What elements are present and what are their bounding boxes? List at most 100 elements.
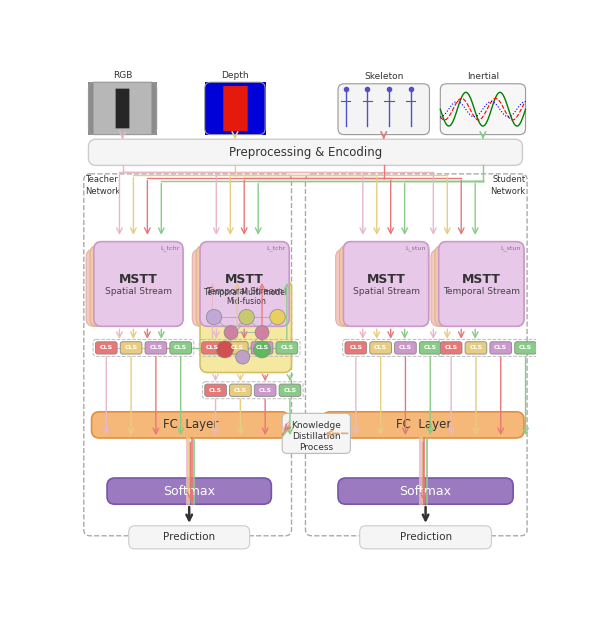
FancyBboxPatch shape xyxy=(251,342,273,354)
Text: CLS: CLS xyxy=(206,346,219,351)
Text: Mid-fusion: Mid-fusion xyxy=(226,297,266,306)
FancyBboxPatch shape xyxy=(395,342,416,354)
Text: Softmax: Softmax xyxy=(399,484,452,498)
FancyBboxPatch shape xyxy=(94,242,183,327)
FancyBboxPatch shape xyxy=(282,413,350,453)
FancyBboxPatch shape xyxy=(435,245,524,327)
Text: MSTT: MSTT xyxy=(225,273,264,286)
Text: Prediction: Prediction xyxy=(163,533,215,542)
FancyBboxPatch shape xyxy=(515,342,536,354)
FancyBboxPatch shape xyxy=(490,342,511,354)
Text: CLS: CLS xyxy=(494,346,507,351)
FancyBboxPatch shape xyxy=(90,245,183,327)
FancyBboxPatch shape xyxy=(340,245,429,327)
Text: CLS: CLS xyxy=(234,388,247,392)
FancyBboxPatch shape xyxy=(322,412,524,438)
Text: Knowledge: Knowledge xyxy=(291,421,342,430)
Text: CLS: CLS xyxy=(283,388,297,392)
Circle shape xyxy=(206,309,222,325)
FancyBboxPatch shape xyxy=(196,245,289,327)
Text: CLS: CLS xyxy=(125,346,138,351)
FancyBboxPatch shape xyxy=(200,242,289,327)
FancyBboxPatch shape xyxy=(201,342,224,354)
FancyBboxPatch shape xyxy=(86,249,183,327)
Text: CLS: CLS xyxy=(100,346,113,351)
FancyBboxPatch shape xyxy=(193,249,289,327)
Text: Teacher
Network: Teacher Network xyxy=(85,176,120,195)
Text: CLS: CLS xyxy=(280,346,293,351)
Circle shape xyxy=(270,309,285,325)
FancyBboxPatch shape xyxy=(440,342,462,354)
Text: Skeleton: Skeleton xyxy=(364,72,403,82)
FancyBboxPatch shape xyxy=(343,242,429,327)
Text: CLS: CLS xyxy=(519,346,532,351)
Circle shape xyxy=(224,326,238,339)
FancyBboxPatch shape xyxy=(279,384,301,396)
FancyBboxPatch shape xyxy=(431,249,524,327)
Text: MSTT: MSTT xyxy=(119,273,158,286)
FancyBboxPatch shape xyxy=(338,478,513,504)
FancyBboxPatch shape xyxy=(254,384,276,396)
Circle shape xyxy=(255,326,269,339)
FancyBboxPatch shape xyxy=(345,342,367,354)
Circle shape xyxy=(239,309,254,325)
Text: L_stun: L_stun xyxy=(501,245,521,251)
Text: CLS: CLS xyxy=(374,346,387,351)
Text: CLS: CLS xyxy=(209,388,222,392)
FancyBboxPatch shape xyxy=(107,478,271,504)
FancyBboxPatch shape xyxy=(420,342,441,354)
FancyBboxPatch shape xyxy=(360,526,492,549)
Text: Depth: Depth xyxy=(221,71,249,80)
Text: Temporal Multi-model: Temporal Multi-model xyxy=(204,288,287,297)
FancyBboxPatch shape xyxy=(276,342,297,354)
FancyBboxPatch shape xyxy=(129,526,250,549)
Text: L_stun: L_stun xyxy=(405,245,426,251)
Text: Spatial Stream: Spatial Stream xyxy=(105,287,172,296)
Text: CLS: CLS xyxy=(445,346,458,351)
Text: FC  Layer: FC Layer xyxy=(163,418,218,431)
Text: Inertial: Inertial xyxy=(467,72,499,82)
FancyBboxPatch shape xyxy=(200,242,289,327)
FancyBboxPatch shape xyxy=(204,384,226,396)
Text: CLS: CLS xyxy=(470,346,483,351)
FancyBboxPatch shape xyxy=(92,412,289,438)
FancyBboxPatch shape xyxy=(336,249,429,327)
Text: Preprocessing & Encoding: Preprocessing & Encoding xyxy=(229,146,382,158)
Circle shape xyxy=(216,341,234,358)
Text: CLS: CLS xyxy=(174,346,187,351)
Text: CLS: CLS xyxy=(349,346,362,351)
FancyBboxPatch shape xyxy=(439,242,524,327)
FancyBboxPatch shape xyxy=(439,242,524,327)
Text: MSTT: MSTT xyxy=(367,273,405,286)
Text: CLS: CLS xyxy=(399,346,412,351)
FancyBboxPatch shape xyxy=(95,342,117,354)
FancyBboxPatch shape xyxy=(200,280,291,373)
Text: CLS: CLS xyxy=(231,346,244,351)
FancyBboxPatch shape xyxy=(94,242,183,327)
FancyBboxPatch shape xyxy=(465,342,487,354)
FancyBboxPatch shape xyxy=(229,384,251,396)
Text: Softmax: Softmax xyxy=(163,484,215,498)
Text: CLS: CLS xyxy=(150,346,163,351)
Circle shape xyxy=(253,341,271,358)
FancyBboxPatch shape xyxy=(370,342,392,354)
FancyBboxPatch shape xyxy=(88,139,523,165)
Text: CLS: CLS xyxy=(424,346,437,351)
FancyBboxPatch shape xyxy=(170,342,191,354)
Text: FC  Layer: FC Layer xyxy=(396,418,451,431)
FancyBboxPatch shape xyxy=(226,342,248,354)
Text: MSTT: MSTT xyxy=(462,273,501,286)
FancyBboxPatch shape xyxy=(120,342,142,354)
Text: Student
Network: Student Network xyxy=(491,176,526,195)
Text: Distillation: Distillation xyxy=(292,432,340,441)
Text: L_tchr: L_tchr xyxy=(161,245,180,251)
Text: L_tchr: L_tchr xyxy=(267,245,286,251)
Circle shape xyxy=(235,350,250,364)
Text: Process: Process xyxy=(299,443,333,451)
Text: RGB: RGB xyxy=(113,71,132,80)
Text: Temporal Stream: Temporal Stream xyxy=(443,287,520,296)
Text: Temporal Stream: Temporal Stream xyxy=(206,287,283,296)
Text: Prediction: Prediction xyxy=(399,533,452,542)
Text: Spatial Stream: Spatial Stream xyxy=(353,287,420,296)
FancyBboxPatch shape xyxy=(343,242,429,327)
